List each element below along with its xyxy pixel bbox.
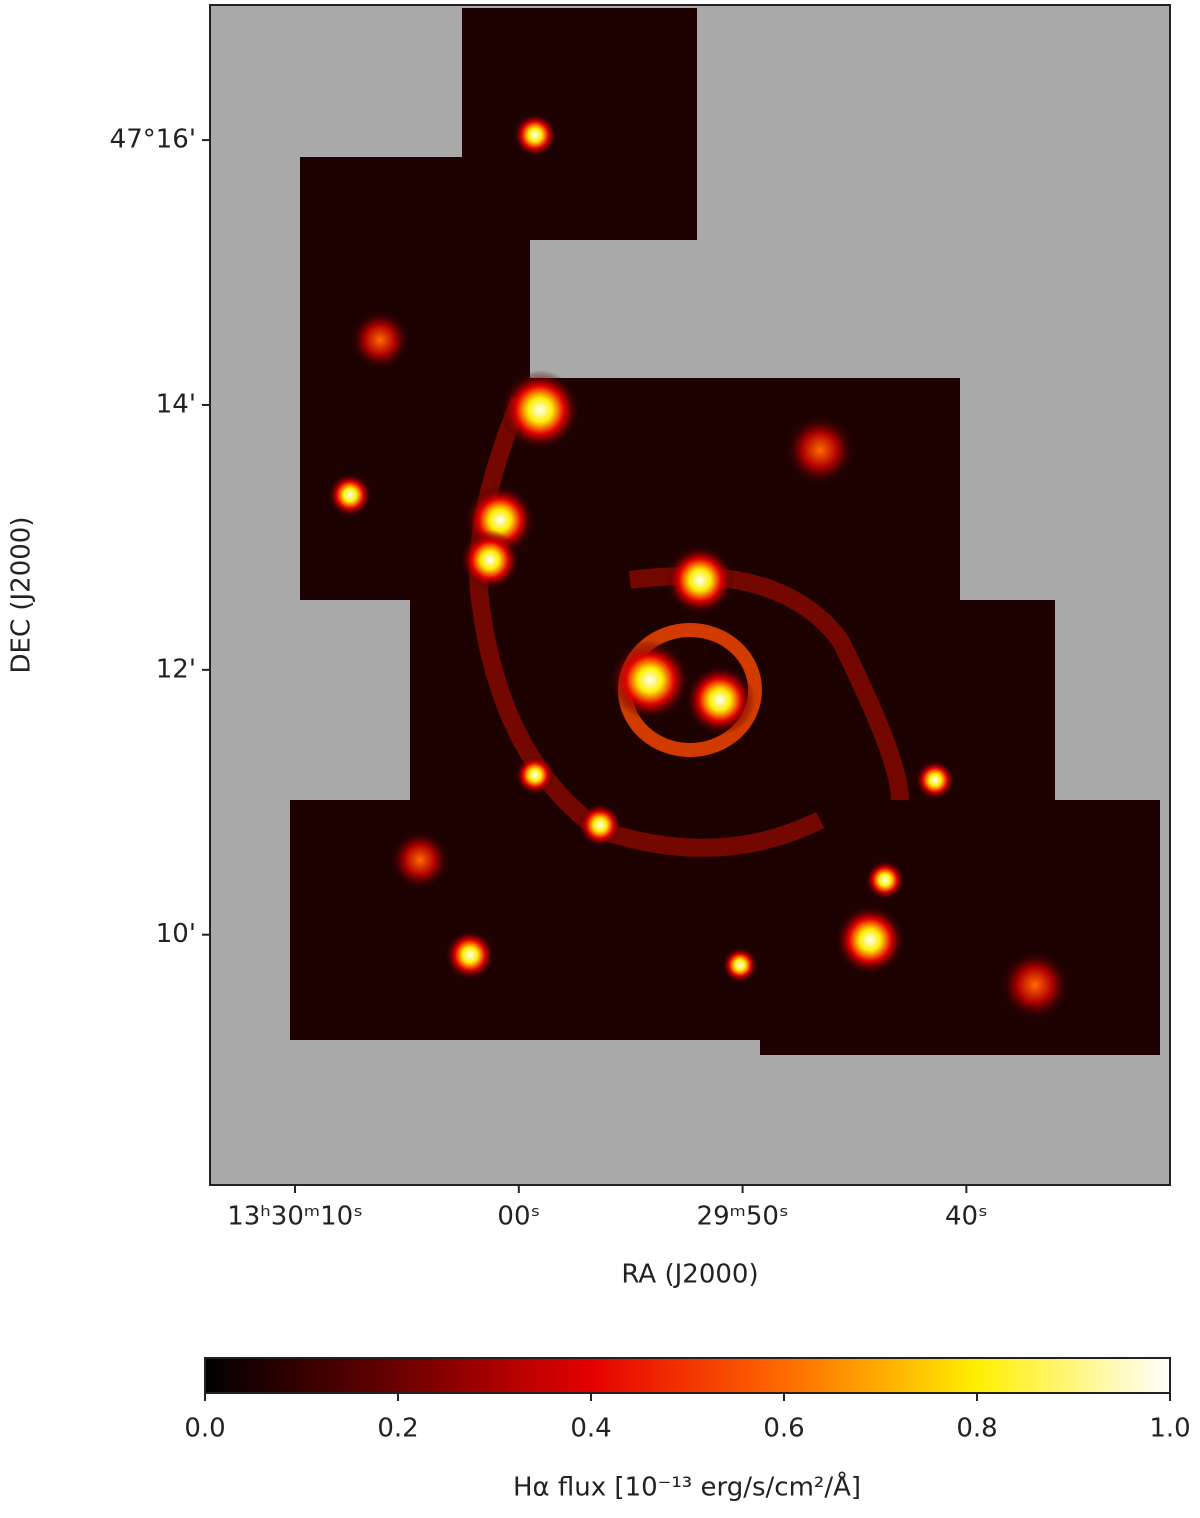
- y-tick-label: 14': [156, 389, 196, 419]
- y-tick-label: 10': [156, 919, 196, 949]
- colorbar-tick-label: 0.0: [184, 1414, 225, 1444]
- x-tick-label: 13ʰ30ᵐ10ˢ: [227, 1202, 363, 1232]
- colorbar-tick-label: 0.2: [377, 1414, 418, 1444]
- y-axis-label: DEC (J2000): [7, 517, 37, 674]
- map-image: [209, 4, 1171, 1186]
- x-tick-label: 00ˢ: [497, 1202, 540, 1232]
- colorbar-tick-label: 0.8: [956, 1414, 997, 1444]
- colorbar-tick-label: 0.6: [763, 1414, 804, 1444]
- y-tick-label: 12': [156, 654, 196, 684]
- colorbar: [204, 1357, 1171, 1394]
- x-tick-label: 29ᵐ50ˢ: [697, 1202, 789, 1232]
- y-tick-label: 47°16': [110, 125, 196, 155]
- x-axis-label: RA (J2000): [621, 1260, 758, 1290]
- colorbar-tick-label: 1.0: [1149, 1414, 1190, 1444]
- x-tick-label: 40ˢ: [945, 1202, 988, 1232]
- colorbar-label: Hα flux [10⁻¹³ erg/s/cm²/Å]: [513, 1471, 861, 1503]
- colorbar-tick-label: 0.4: [570, 1414, 611, 1444]
